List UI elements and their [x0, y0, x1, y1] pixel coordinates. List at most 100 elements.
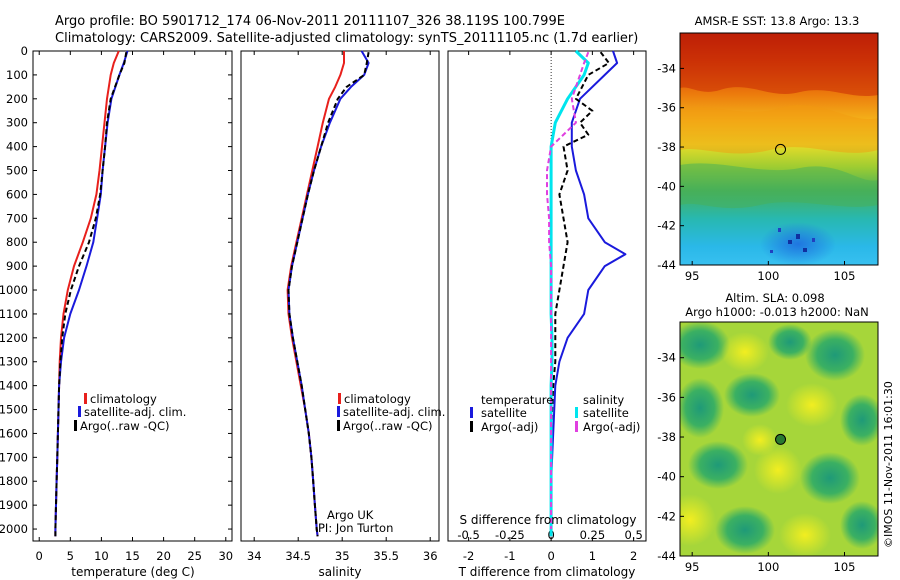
x-tick-label: 30 [218, 549, 233, 563]
map-y-tick-label: -44 [657, 258, 676, 272]
sla-anomaly-blob [680, 494, 716, 546]
legend-label-sal-satellite: satellite [583, 406, 629, 420]
map-y-tick-label: -38 [657, 140, 676, 154]
sla-anomaly-blob [840, 501, 878, 549]
x-tick-top-label: -0.25 [495, 528, 525, 542]
depth-tick-label: 100 [6, 68, 28, 82]
sla-anomaly-blob [768, 324, 812, 360]
sla-anomaly-blob [721, 332, 769, 372]
salinity-xlabel: salinity [318, 565, 361, 579]
legend-label-satellite-adj: satellite-adj. clim. [84, 405, 186, 419]
depth-tick-label: 1700 [0, 450, 28, 464]
x-tick-label: 36 [423, 549, 438, 563]
map-y-tick-label: -42 [657, 219, 676, 233]
depth-tick-label: 1500 [0, 403, 28, 417]
x-tick-top-label: 0.25 [580, 528, 606, 542]
sst-green-tongue [680, 163, 878, 209]
x-tick-label: 34.5 [285, 549, 311, 563]
x-tick-top-label: 0.5 [624, 528, 642, 542]
depth-tick-label: 400 [6, 140, 28, 154]
series-line-satellite-adj-clim- [287, 50, 370, 537]
depth-tick-label: 500 [6, 164, 28, 178]
credits-line2: PI: Jon Turton [318, 521, 393, 535]
depth-tick-label: 0 [21, 44, 28, 58]
temperature-legend: climatology satellite-adj. clim. Argo(..… [74, 392, 186, 433]
legend-label-satellite-adj-2: satellite-adj. clim. [343, 405, 445, 419]
sla-anomaly-blob [840, 394, 878, 446]
sst-cold-pixel [778, 228, 781, 232]
sla-map-panel: Altim. SLA: 0.098 Argo h1000: -0.013 h20… [657, 291, 879, 574]
sst-map-frame [679, 32, 879, 266]
depth-tick-label: 1300 [0, 355, 28, 369]
legend-swatch-climatology [84, 393, 87, 404]
sst-warm-front [680, 33, 878, 97]
x-tick-label: -2 [463, 549, 474, 563]
sla-anomaly-blob [724, 373, 780, 417]
legend-swatch-sal-argo [575, 421, 578, 432]
sla-map-frame [679, 321, 879, 557]
difference-series [546, 49, 627, 537]
sla-anomaly-blob [680, 322, 730, 369]
sla-anomaly-blob [786, 383, 838, 427]
legend-swatch-temp-argo [470, 421, 473, 432]
x-tick-label: 15 [125, 549, 140, 563]
header-line1: Argo profile: BO 5901712_174 06-Nov-2011… [55, 14, 565, 29]
salinity-series [286, 50, 370, 537]
temperature-axes [32, 50, 233, 542]
depth-tick-label: 900 [6, 259, 28, 273]
series-line-salinity-argo-adj- [546, 51, 590, 529]
sst-cold-pixel [796, 234, 800, 239]
map-y-tick-label: -34 [657, 61, 676, 75]
depth-tick-label: 300 [6, 116, 28, 130]
legend-label-climatology-2: climatology [344, 392, 411, 406]
sst-cold-pixel [788, 240, 792, 244]
sst-map-ticks: 95 100 105 -34 -36 -38 -40 -42 -44 [657, 61, 855, 283]
sst-cold-pixel [770, 250, 773, 253]
map-x-tick-label: 100 [757, 560, 779, 574]
depth-tick-label: 2000 [0, 522, 28, 536]
depth-tick-label: 200 [6, 92, 28, 106]
x-tick-label: 0 [547, 549, 554, 563]
x-tick-label: 2 [630, 549, 637, 563]
series-line-temperature-satellite [550, 50, 627, 537]
depth-tick-label: 800 [6, 235, 28, 249]
sla-map-ticks: 95 100 105 -34 -36 -38 -40 -42 -44 [657, 351, 855, 574]
legend-swatch-argo-raw [74, 420, 77, 431]
salinity-panel: 34 34.5 35 35.5 36 salinity climatology sate… [240, 50, 445, 579]
sst-map-panel: AMSR-E SST: 13.8 Argo: 13.3 95 100 105 -34 -… [657, 14, 879, 283]
sla-argo-marker [775, 433, 787, 445]
series-line-argo-raw-qc- [54, 52, 128, 537]
legend-label-argo-raw-2: Argo(..raw -QC) [343, 419, 433, 433]
legend-swatch-sal-satellite [575, 407, 578, 418]
x-tick-label: 20 [156, 549, 171, 563]
sla-anomaly-blob [680, 378, 724, 438]
map-x-tick-label: 100 [757, 269, 779, 283]
sst-map-title: AMSR-E SST: 13.8 Argo: 13.3 [695, 14, 860, 28]
x-tick-label: 5 [67, 549, 74, 563]
map-y-tick-label: -40 [657, 179, 676, 193]
depth-tick-label: 1000 [0, 283, 28, 297]
legend-label-climatology: climatology [90, 392, 157, 406]
difference-panel: -2 -1 0 1 2-0.5 -0.25 0 0.25 0.5 T difference fr… [447, 49, 647, 579]
depth-tick-label: 1100 [0, 307, 28, 321]
sst-orange-band [680, 105, 878, 154]
legend-swatch-argo-raw-2 [337, 420, 340, 431]
x-tick-label: 25 [187, 549, 202, 563]
x-tick-top-label: -0.5 [457, 528, 479, 542]
sla-anomaly-blob [779, 513, 831, 556]
map-x-tick-label: 95 [685, 560, 700, 574]
depth-tick-label: 1800 [0, 474, 28, 488]
difference-xlabel-top: S difference from climatology [460, 513, 637, 527]
map-x-tick-label: 105 [834, 269, 856, 283]
legend-header-salinity: salinity [583, 393, 624, 407]
sla-anomaly-blob [688, 441, 748, 489]
salinity-legend: climatology satellite-adj. clim. Argo(..… [337, 392, 445, 433]
sst-cold-pixel [803, 248, 807, 252]
sst-cold-eddy [760, 222, 836, 265]
sla-anomaly-blob [742, 424, 778, 456]
legend-swatch-satellite-adj-2 [337, 406, 340, 417]
temperature-xlabel: temperature (deg C) [71, 565, 194, 579]
series-line-argo-raw-qc- [287, 52, 370, 537]
legend-swatch-satellite-adj [78, 406, 81, 417]
